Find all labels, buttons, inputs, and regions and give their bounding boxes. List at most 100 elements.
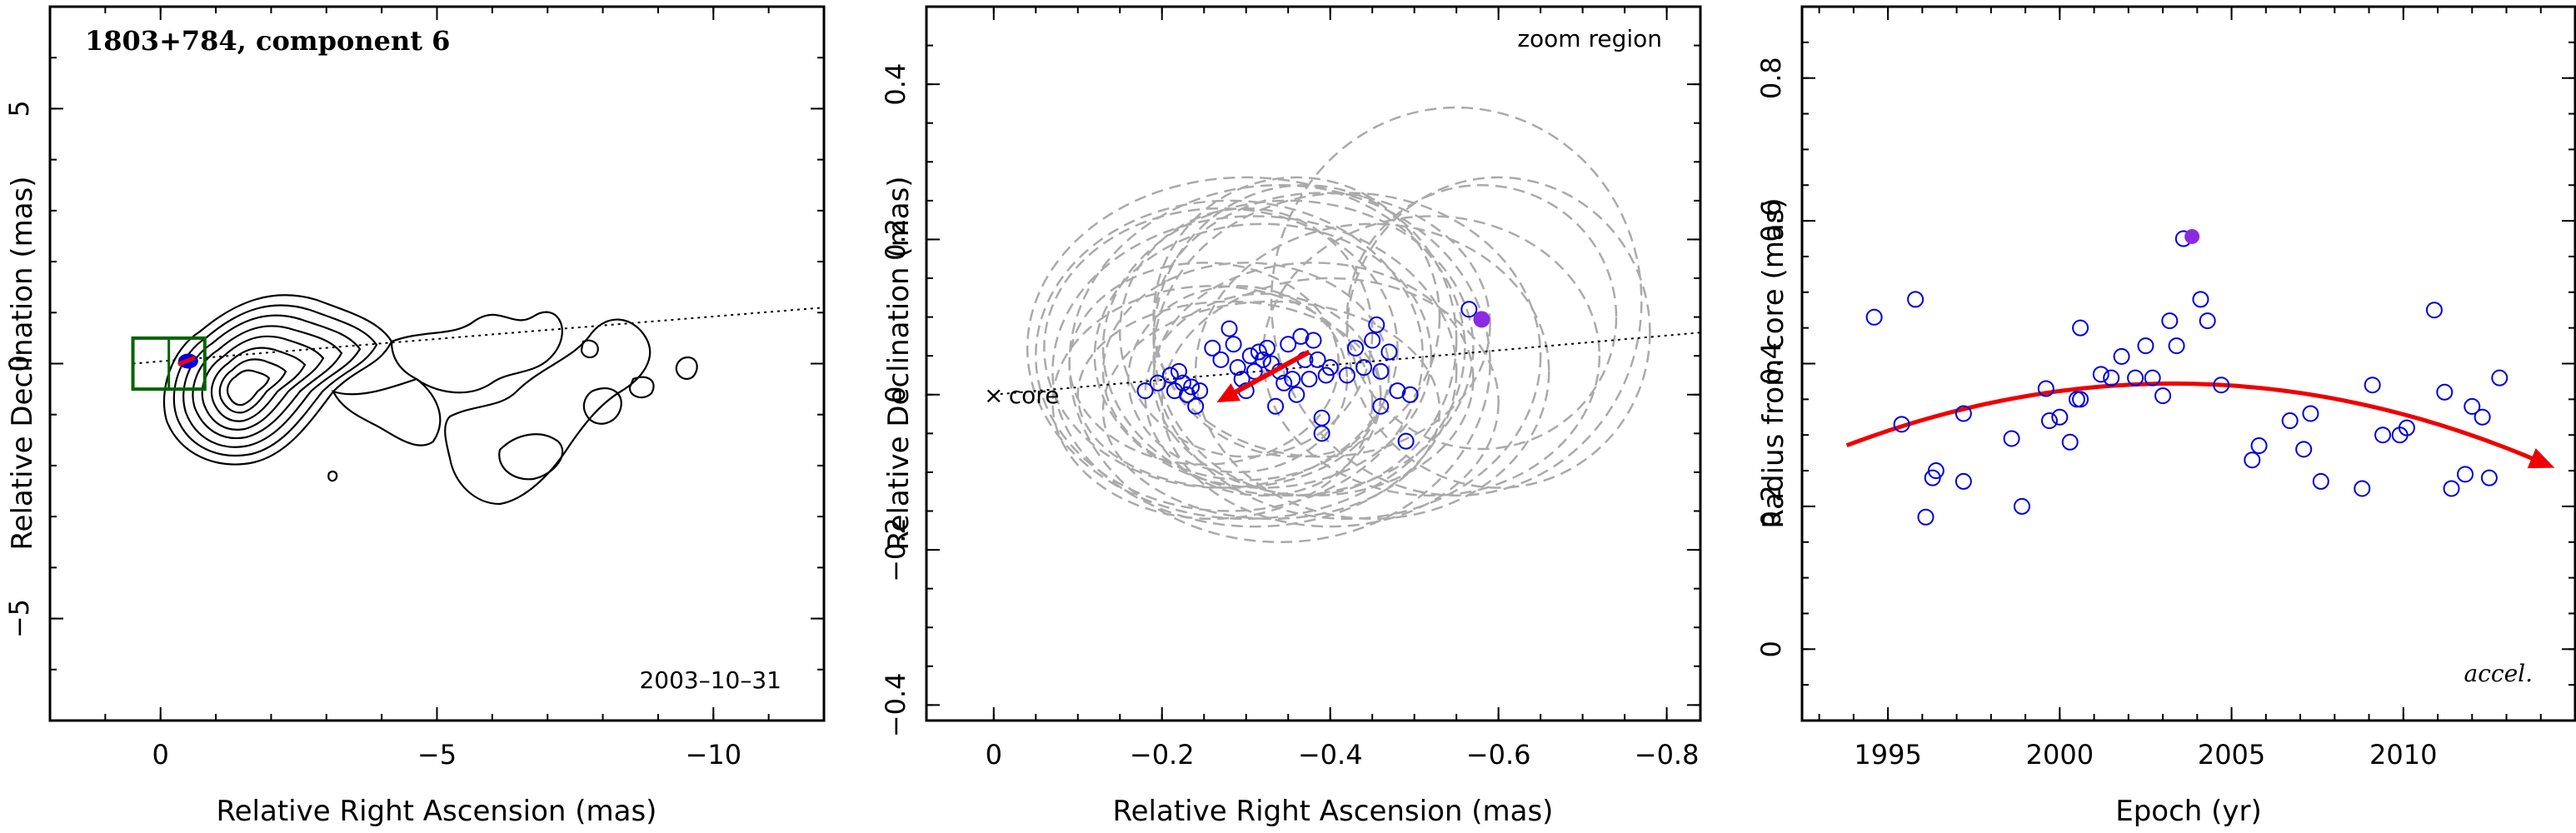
component-size-ellipse — [1101, 262, 1390, 481]
radius-point — [2312, 472, 2329, 490]
x-tick-label: −5 — [417, 739, 457, 771]
contour-plot-frame — [48, 5, 826, 722]
chart-title: 1803+784, component 6 — [85, 25, 450, 57]
contour-panel: 0 −5 −10 5 0 −5 1803+784, component 6 2003–1… — [3, 5, 826, 828]
component-size-ellipse — [1161, 277, 1500, 528]
jet-direction-line — [132, 307, 825, 365]
radius-point — [2491, 369, 2509, 387]
radius-point — [1893, 416, 1910, 433]
y-tick-label: −5 — [3, 599, 35, 638]
radius-point — [2092, 366, 2109, 383]
component-position-point — [1267, 397, 1285, 415]
zoom-plot-frame — [925, 5, 1702, 722]
y-tick-label: 0.6 — [1755, 200, 1787, 242]
radius-point — [2040, 412, 2058, 430]
contour-level — [582, 387, 622, 425]
contour-level — [390, 311, 563, 394]
component-position-point — [1161, 367, 1179, 384]
core-label: core — [1009, 382, 1060, 409]
x-tick-label: −0.8 — [1635, 739, 1700, 771]
fit-curve-arrowhead — [2527, 448, 2555, 469]
component-size-ellipse — [1345, 176, 1651, 489]
component-size-ellipse — [1068, 184, 1491, 543]
y-tick-label: 5 — [3, 100, 35, 117]
radius-point — [2154, 387, 2172, 405]
component-position-point — [1276, 374, 1293, 392]
radius-point — [2072, 391, 2089, 408]
epoch-date-label: 2003–10–31 — [639, 666, 781, 694]
component-position-point — [1246, 362, 1263, 380]
radius-point — [2003, 430, 2020, 447]
x-tick-label: 0 — [152, 739, 169, 771]
radius-point — [2250, 437, 2268, 455]
component-position-point — [1229, 359, 1246, 377]
component-position-point — [1191, 382, 1209, 400]
component-position-point — [1401, 386, 1419, 403]
component-size-ellipse — [1051, 285, 1374, 521]
radius-point — [2113, 347, 2130, 365]
component-position-point — [1368, 316, 1385, 333]
contour-level — [218, 358, 287, 414]
component-position-point — [1313, 425, 1330, 442]
radius-plot-frame — [1800, 5, 2576, 722]
y-axis-label: Relative Declination (mas) — [6, 176, 39, 550]
component-position-point — [1292, 327, 1310, 345]
component-size-ellipse — [1127, 285, 1349, 474]
component-size-ellipse — [1152, 184, 1458, 497]
contour-level — [182, 314, 362, 448]
radius-point — [2213, 377, 2230, 394]
radius-point — [2127, 369, 2144, 387]
component-position-point — [1305, 332, 1322, 349]
component-position-point — [1241, 347, 1259, 365]
component-size-ellipse — [1093, 222, 1433, 489]
radius-point — [2474, 408, 2491, 426]
highlighted-epoch-point — [1473, 311, 1490, 328]
y-axis-label: Radius from core (mas) — [1757, 197, 1790, 528]
contour-level — [444, 318, 651, 506]
radius-point — [2464, 397, 2481, 415]
radius-point — [1954, 472, 1972, 490]
x-axis-ticks: 0 −5 −10 — [104, 7, 770, 771]
x-tick-label: −10 — [686, 739, 742, 771]
component-position-point — [1355, 359, 1373, 377]
radius-point — [2480, 469, 2498, 486]
contour-level — [327, 470, 338, 482]
component-size-ellipse — [1152, 262, 1475, 497]
component-position-point — [1300, 371, 1318, 388]
acceleration-fit-curve — [1845, 382, 2542, 465]
radius-point — [2072, 319, 2089, 337]
component-position-point — [1288, 386, 1305, 403]
component-position-point — [1149, 374, 1166, 392]
component-position-point — [1179, 386, 1196, 403]
x-tick-label: 2010 — [2369, 739, 2437, 771]
core-marker: × — [984, 382, 1003, 409]
radius-point — [2144, 369, 2161, 387]
y-axis-ticks: 0.4 0.2 0 −0.2 −0.4 — [880, 44, 1700, 737]
x-axis-label: Relative Right Ascension (mas) — [217, 795, 657, 828]
component-position-point — [1280, 336, 1297, 353]
velocity-arrow-head — [1216, 383, 1241, 403]
component-size-ellipse — [1345, 184, 1618, 451]
component-position-point — [1346, 339, 1364, 357]
component-position-point — [1372, 397, 1390, 415]
radius-point — [2168, 337, 2185, 355]
y-axis-ticks: 5 0 −5 — [3, 57, 824, 671]
radius-point — [2061, 433, 2079, 451]
radius-point — [2051, 408, 2069, 426]
x-axis-ticks: 1995 2000 2005 2010 — [1818, 7, 2542, 771]
y-axis-label: Relative Declination (mas) — [882, 176, 916, 550]
x-axis-ticks: 0 −0.2 −0.4 −0.6 −0.8 — [986, 7, 1700, 771]
component-size-ellipse — [1119, 207, 1374, 458]
y-tick-label: 0 — [3, 355, 35, 372]
radius-point — [2068, 391, 2085, 408]
contour-level — [172, 304, 378, 457]
component-position-point — [1389, 382, 1406, 400]
radius-point — [2161, 312, 2179, 330]
y-axis-ticks: 0 0.2 0.4 0.6 0.8 — [1755, 41, 2575, 686]
y-tick-label: 0.8 — [1755, 57, 1787, 99]
x-tick-label: −0.4 — [1298, 739, 1363, 771]
y-tick-label: 0.4 — [1755, 342, 1787, 385]
velocity-arrow — [1216, 349, 1310, 403]
component-motion-arrow — [177, 356, 196, 367]
